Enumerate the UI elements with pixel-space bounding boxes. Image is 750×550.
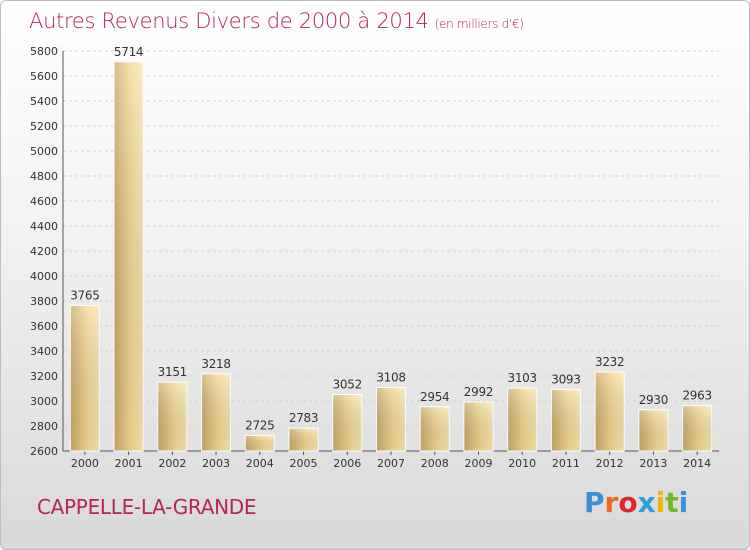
bar-value-label: 3218 [201,357,230,371]
logo-letter: x [637,486,656,519]
x-tick-label: 2003 [202,457,230,470]
y-tick-label: 3200 [30,370,58,383]
logo-letter: t [665,486,679,519]
proxiti-logo: Proxiti [584,486,688,519]
chart-title: Autres Revenus Divers de 2000 à 2014 (en … [29,9,524,33]
y-tick-label: 3000 [30,395,58,408]
chart-subtitle: (en milliers d'€) [434,17,524,31]
x-tick-label: 2013 [639,457,667,470]
bar-shade [114,61,144,451]
bar-value-label: 3108 [376,371,405,385]
bar-shade [332,394,362,451]
bar-value-label: 2954 [420,390,449,404]
bar-shade [201,373,231,451]
bar-shade [289,428,319,451]
bar-value-label: 3232 [595,355,624,369]
bar-value-label: 2783 [289,411,318,425]
label-layer: 3765 2000 5714 2001 3151 2002 3218 2003 2725 2004… [70,45,712,470]
bar-shade [70,305,100,451]
bar-layer [69,61,713,452]
y-tick-label: 5800 [30,45,58,58]
y-tick-label: 5600 [30,70,58,83]
bar-shade [376,387,406,451]
bar-value-label: 3765 [70,288,99,302]
y-tick-label: 5200 [30,120,58,133]
x-tick-label: 2007 [377,457,405,470]
bar-value-label: 3093 [551,372,580,386]
bar-shade [245,435,275,451]
x-tick-label: 2008 [421,457,449,470]
logo-letter: i [678,486,689,519]
axis-layer: 2600 2800 3000 3200 3400 3600 3800 4000 4200 4400… [30,45,719,458]
x-tick-label: 2012 [596,457,624,470]
bar-shade [638,409,668,451]
bar-value-label: 2963 [682,389,711,403]
x-tick-label: 2010 [508,457,536,470]
bar-value-label: 3052 [333,378,362,392]
bar-value-label: 2725 [245,418,274,432]
y-tick-label: 5400 [30,95,58,108]
bar-shade [682,405,712,451]
x-tick-label: 2001 [115,457,143,470]
y-tick-label: 4200 [30,245,58,258]
y-tick-label: 4000 [30,270,58,283]
bar-shade [551,389,581,451]
x-tick-label: 2009 [464,457,492,470]
y-tick-label: 3800 [30,295,58,308]
bar-value-label: 3103 [508,371,537,385]
bar-shade [507,388,537,451]
bar-value-label: 2992 [464,385,493,399]
x-tick-label: 2005 [290,457,318,470]
bar-shade [463,402,493,451]
bar-shade [157,382,187,451]
logo-letter: i [655,486,666,519]
x-tick-label: 2004 [246,457,274,470]
y-tick-label: 3600 [30,320,58,333]
bar-value-label: 3151 [158,365,187,379]
y-tick-label: 2600 [30,445,58,458]
logo-letter: r [604,486,619,519]
logo-letter: o [618,486,638,519]
y-tick-label: 4400 [30,220,58,233]
location-label: CAPPELLE-LA-GRANDE [37,495,257,519]
x-tick-label: 2011 [552,457,580,470]
bar-shade [420,406,450,451]
y-tick-label: 4800 [30,170,58,183]
x-tick-label: 2014 [683,457,711,470]
bar-shade [595,372,625,451]
y-tick-label: 4600 [30,195,58,208]
x-tick-label: 2002 [158,457,186,470]
y-tick-label: 5000 [30,145,58,158]
bar-value-label: 2930 [639,393,668,407]
y-tick-label: 2800 [30,420,58,433]
x-tick-label: 2000 [71,457,99,470]
chart-title-text: Autres Revenus Divers de 2000 à 2014 [29,9,429,33]
bar-value-label: 5714 [114,45,143,59]
logo-letter: P [584,486,605,519]
x-tick-label: 2006 [333,457,361,470]
y-tick-label: 3400 [30,345,58,358]
